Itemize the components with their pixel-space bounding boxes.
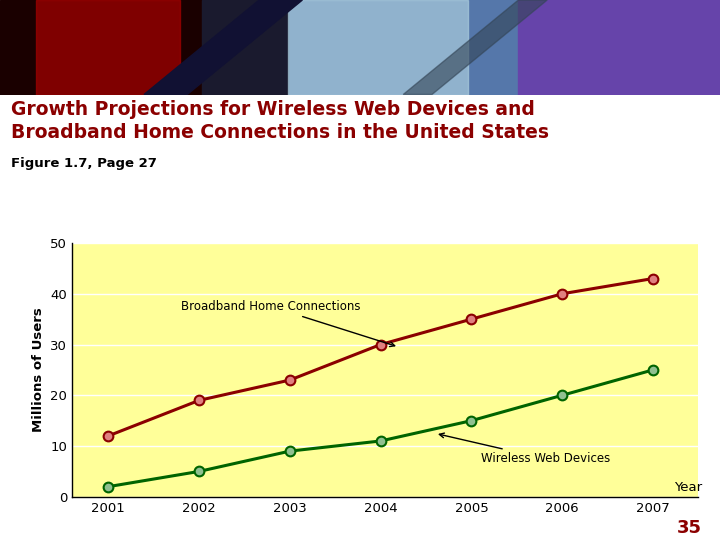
Y-axis label: Millions of Users: Millions of Users — [32, 307, 45, 433]
Text: Figure 1.7, Page 27: Figure 1.7, Page 27 — [11, 157, 157, 170]
Bar — [518, 0, 720, 94]
Bar — [288, 0, 468, 94]
Bar — [216, 0, 518, 94]
Polygon shape — [403, 0, 547, 94]
Polygon shape — [144, 0, 302, 94]
Bar — [36, 0, 180, 94]
Text: 35: 35 — [677, 519, 702, 537]
Bar — [202, 0, 288, 94]
Text: Growth Projections for Wireless Web Devices and
Broadband Home Connections in th: Growth Projections for Wireless Web Devi… — [11, 100, 549, 143]
Text: Wireless Web Devices: Wireless Web Devices — [439, 433, 610, 465]
Bar — [0, 0, 216, 94]
Text: Year: Year — [674, 481, 702, 494]
Text: Broadband Home Connections: Broadband Home Connections — [181, 300, 395, 347]
